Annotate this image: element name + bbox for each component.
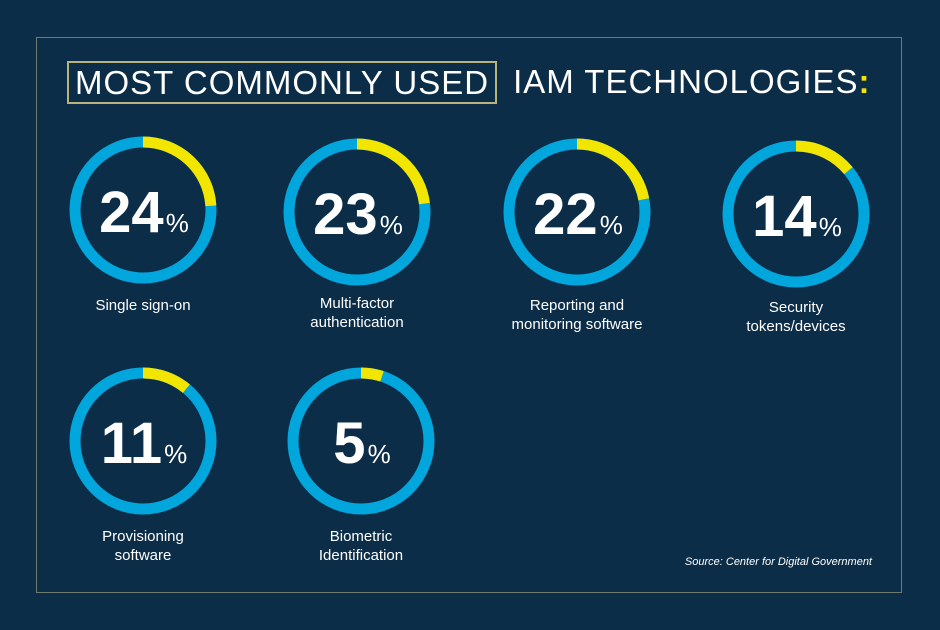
donut-value-arc (503, 138, 651, 286)
donut-value-arc (69, 136, 217, 284)
donut-item: 14% Security tokens/devices (722, 140, 870, 335)
donut-value-unit: % (600, 210, 623, 240)
donut-value-arc (69, 367, 217, 515)
donut-category-label: tokens/devices (746, 318, 845, 335)
title-boxed-text: MOST COMMONLY USED (67, 60, 498, 104)
donut-value-number: 22 (533, 182, 598, 247)
donut-category-label: monitoring software (512, 316, 643, 333)
donut-value-unit: % (380, 210, 403, 240)
donut-item: 24% Single sign-on (69, 136, 217, 314)
donut-value-label: 22% (533, 182, 623, 247)
donut-value-unit: % (164, 439, 187, 469)
donut-value-number: 14 (752, 184, 817, 249)
donut-value-label: 11% (101, 411, 187, 476)
donut-category-label: Reporting and (530, 297, 624, 314)
title-rest-text: IAM TECHNOLOGIES (513, 63, 859, 100)
donut-category-label: Provisioning (102, 528, 184, 545)
donut-category-label: authentication (310, 314, 403, 331)
donut-value-label: 24% (99, 180, 189, 245)
donut-category-label: Single sign-on (95, 297, 190, 314)
title-colon: : (858, 63, 871, 100)
infographic-frame (36, 37, 902, 593)
donut-category-label: Identification (319, 547, 403, 564)
donut-value-number: 24 (99, 180, 164, 245)
donut-value-number: 11 (101, 411, 162, 476)
donut-item: 5% Biometric Identification (287, 367, 435, 564)
donut-value-arc (287, 367, 435, 515)
donut-value-unit: % (166, 208, 189, 238)
donut-category-label: Security (769, 299, 824, 316)
donut-value-unit: % (368, 439, 391, 469)
donut-item: 11% Provisioning software (69, 367, 217, 564)
donut-value-arc (722, 140, 870, 288)
donut-value-label: 5% (333, 411, 390, 476)
donut-value-number: 5 (333, 411, 365, 476)
donut-value-arc (283, 138, 431, 286)
donut-category-label: Multi-factor (320, 295, 394, 312)
donut-category-label: software (115, 547, 172, 564)
donut-item: 23% Multi-factor authentication (283, 138, 431, 331)
donut-value-unit: % (819, 212, 842, 242)
donut-value-label: 23% (313, 182, 403, 247)
donut-item: 22% Reporting and monitoring software (503, 138, 651, 333)
donut-value-number: 23 (313, 182, 378, 247)
source-note: Source: Center for Digital Government (684, 556, 872, 568)
donut-value-label: 14% (752, 184, 842, 249)
donut-category-label: Biometric (330, 528, 393, 545)
page-title: MOST COMMONLY USED IAM TECHNOLOGIES: (67, 60, 871, 104)
